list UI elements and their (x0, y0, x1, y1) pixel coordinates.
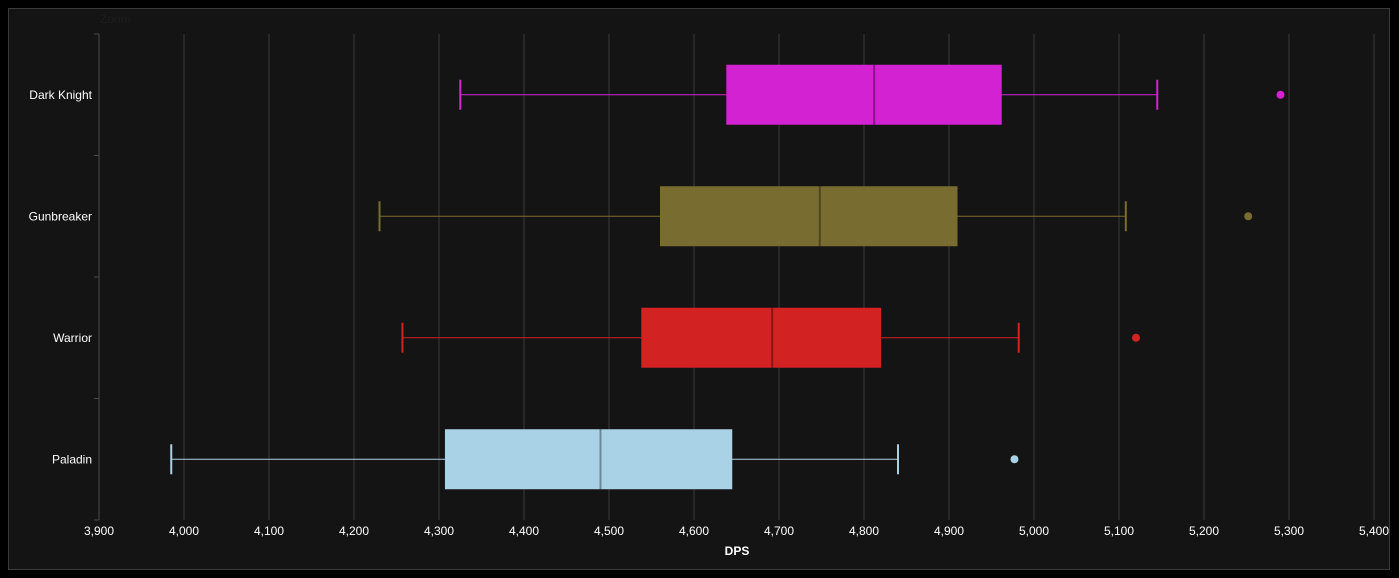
x-tick-label: 4,500 (594, 524, 624, 538)
zoom-button[interactable]: Zoom (100, 12, 131, 26)
outlier-point (1010, 455, 1019, 464)
boxes (170, 64, 1285, 490)
iqr-box (660, 186, 958, 247)
x-axis-title: DPS (725, 544, 750, 558)
y-category-label: Gunbreaker (29, 209, 92, 223)
axes (94, 33, 100, 521)
x-tick-label: 4,400 (509, 524, 539, 538)
box-paladin (170, 429, 1019, 490)
x-tick-label: 4,600 (679, 524, 709, 538)
x-tick-label: 4,700 (764, 524, 794, 538)
x-tick-label: 5,200 (1189, 524, 1219, 538)
iqr-box (726, 64, 1002, 125)
box-gunbreaker (378, 186, 1253, 247)
outlier-point (1132, 333, 1140, 342)
x-tick-label: 4,800 (849, 524, 879, 538)
outlier-point (1276, 90, 1285, 99)
labels: 3,900 4,000 4,100 4,200 4,300 4,400 4,500 4,600… (29, 88, 1390, 538)
outlier-point (1244, 212, 1253, 221)
y-category-label: Paladin (52, 452, 92, 466)
x-tick-label: 5,400 (1359, 524, 1389, 538)
x-tick-label: 4,000 (169, 524, 199, 538)
iqr-box (444, 429, 733, 490)
box-dark-knight (459, 64, 1285, 125)
x-tick-label: 4,100 (254, 524, 284, 538)
x-tick-label: 4,200 (339, 524, 369, 538)
iqr-box (641, 307, 881, 368)
x-tick-label: 3,900 (84, 524, 114, 538)
y-category-label: Dark Knight (29, 88, 92, 102)
x-tick-label: 5,300 (1274, 524, 1304, 538)
box-warrior (401, 307, 1140, 368)
x-tick-label: 5,100 (1104, 524, 1134, 538)
x-tick-label: 4,300 (424, 524, 454, 538)
y-category-label: Warrior (53, 331, 92, 345)
x-tick-label: 5,000 (1019, 524, 1049, 538)
x-tick-label: 4,900 (934, 524, 964, 538)
